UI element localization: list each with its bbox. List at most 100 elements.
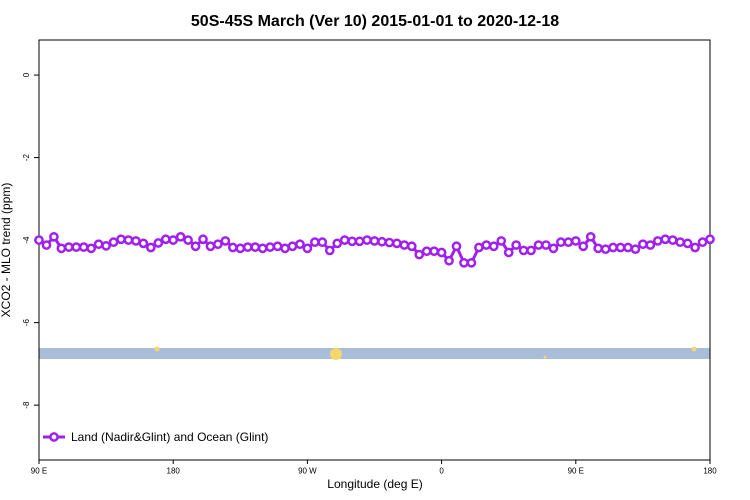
point [406,241,417,252]
point [585,231,596,242]
point [145,242,156,253]
point [302,243,313,254]
point [638,239,648,250]
x-tick-label: 0 [439,467,444,476]
point [235,243,246,254]
y-axis-label: XCO2 - MLO trend (ppm) [0,183,13,318]
chart-title: 50S-45S March (Ver 10) 2015-01-01 to 202… [191,13,559,30]
point [496,236,507,246]
point [600,244,611,255]
point [213,239,223,250]
y-tick-label: -2 [22,153,31,161]
point [660,234,671,245]
point [49,231,59,242]
point [190,241,201,252]
glint-dot [330,348,342,360]
point [488,241,499,252]
legend-marker [49,432,59,442]
point [615,242,626,253]
point [324,245,335,256]
x-tick-label: 180 [167,467,181,476]
point [175,231,186,242]
point [541,240,551,250]
point [272,241,283,252]
point [93,239,104,250]
point [295,239,305,250]
point [317,237,328,248]
point [257,243,268,254]
point [578,241,589,252]
point [310,237,320,248]
point [593,243,604,254]
point [556,237,566,248]
point [227,242,238,253]
glint-dot [691,346,697,352]
point [466,257,477,268]
point [205,241,216,252]
point [503,247,514,258]
point [101,241,111,251]
point [347,236,357,247]
point [108,237,119,248]
point [250,242,261,252]
point [675,237,686,248]
point [153,238,164,248]
point [526,245,536,256]
point [41,240,52,250]
legend-label: Land (Nadir&Glint) and Ocean (Glint) [71,430,268,444]
point [63,242,74,252]
point [444,255,454,266]
point [436,247,447,258]
point [548,243,559,254]
point [287,241,298,252]
point [570,236,581,246]
point [34,235,44,245]
point [459,257,469,268]
point [220,236,231,246]
point [652,236,663,246]
point [339,235,350,245]
point [421,246,432,257]
point [518,245,529,256]
ocean-band [39,348,710,359]
point [377,236,387,247]
point [511,240,522,250]
point [265,242,275,252]
point [451,241,462,252]
point [78,242,89,252]
point [160,234,171,245]
point [429,246,439,257]
point [563,237,574,248]
point [116,234,126,245]
point [242,242,253,252]
x-tick-label: 180 [703,467,717,476]
x-tick-label: 90 E [568,467,584,476]
x-tick-label: 90 W [298,467,317,476]
point [280,243,290,254]
point [481,240,492,250]
y-tick-label: 0 [22,72,31,77]
point [697,237,708,248]
y-tick-label: -8 [22,401,31,409]
point [369,236,380,246]
point [533,240,544,250]
point [131,236,141,246]
point [71,242,82,252]
point [183,235,193,245]
y-tick-label: -4 [22,236,31,244]
point [630,244,641,255]
point [414,249,425,260]
point [384,237,395,248]
point [354,236,365,247]
point [682,238,693,249]
point [399,240,410,250]
point [332,238,343,249]
point [86,243,97,254]
point [56,243,67,254]
glint-dot [543,355,547,359]
y-tick-label: -6 [22,319,31,327]
point [690,242,700,253]
point [138,238,149,249]
x-tick-label: 90 E [31,467,47,476]
